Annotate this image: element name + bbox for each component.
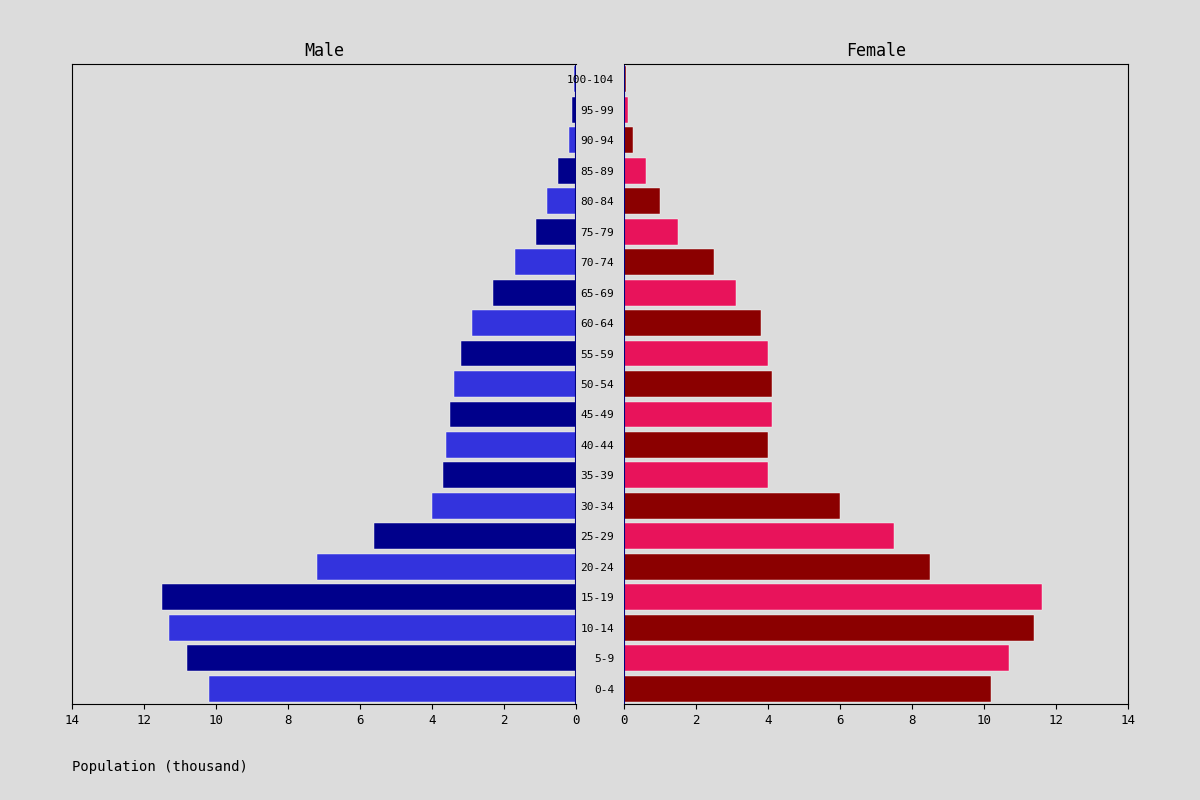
Bar: [317, 554, 576, 580]
Bar: [493, 280, 576, 306]
Bar: [432, 493, 576, 519]
Bar: [162, 584, 576, 610]
Bar: [624, 646, 1009, 671]
Bar: [624, 371, 772, 397]
Bar: [454, 371, 576, 397]
Bar: [624, 158, 646, 184]
Bar: [624, 676, 991, 702]
Bar: [624, 218, 678, 245]
Bar: [624, 554, 930, 580]
Bar: [624, 249, 714, 275]
Title: Male: Male: [304, 42, 344, 60]
Bar: [624, 66, 626, 92]
Bar: [624, 462, 768, 488]
Bar: [450, 402, 576, 427]
Bar: [624, 310, 761, 336]
Bar: [569, 127, 576, 153]
Bar: [624, 280, 736, 306]
Bar: [446, 432, 576, 458]
Bar: [461, 341, 576, 366]
Title: Female: Female: [846, 42, 906, 60]
Bar: [547, 188, 576, 214]
Bar: [624, 493, 840, 519]
Bar: [624, 584, 1042, 610]
Bar: [536, 218, 576, 245]
Bar: [575, 66, 576, 92]
Bar: [374, 523, 576, 550]
Bar: [558, 158, 576, 184]
Bar: [624, 127, 634, 153]
Bar: [169, 615, 576, 641]
Bar: [624, 188, 660, 214]
Bar: [572, 97, 576, 122]
Bar: [624, 97, 629, 122]
Bar: [624, 402, 772, 427]
Bar: [515, 249, 576, 275]
Bar: [624, 432, 768, 458]
Bar: [624, 523, 894, 550]
Bar: [624, 615, 1034, 641]
Bar: [624, 341, 768, 366]
Bar: [209, 676, 576, 702]
Bar: [472, 310, 576, 336]
Bar: [443, 462, 576, 488]
Text: Population (thousand): Population (thousand): [72, 760, 248, 774]
Bar: [187, 646, 576, 671]
